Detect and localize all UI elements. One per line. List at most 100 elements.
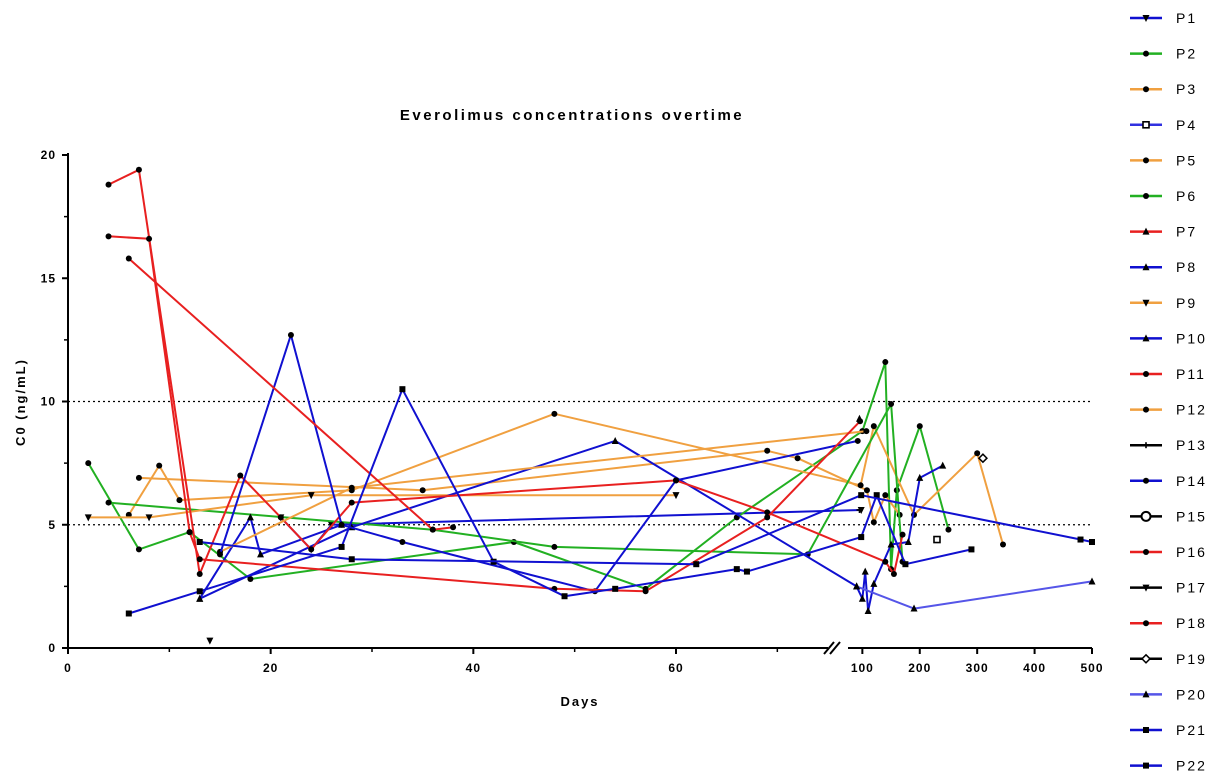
data-point [106,233,112,239]
data-point [1078,537,1084,543]
series-p16 [106,233,864,594]
series-line [88,495,676,517]
legend-item: P18 [1130,615,1207,631]
legend-label: P12 [1176,402,1207,418]
legend-label: P5 [1176,152,1197,168]
data-point [450,524,456,530]
data-point [870,580,877,587]
legend-marker [1143,86,1149,92]
data-point [974,450,980,456]
data-point [1000,541,1006,547]
series-p20 [853,577,1095,611]
data-point [858,492,864,498]
data-point [85,460,91,466]
legend-item: P8 [1130,259,1197,275]
data-point [1089,539,1095,545]
legend-label: P14 [1176,473,1207,489]
data-point [399,386,405,392]
series-line [857,581,1092,608]
data-point [859,595,866,602]
x-tick-label: 0 [64,661,72,675]
data-point [744,569,750,575]
chart-title: Everolimus concentrations overtime [400,107,744,124]
legend-label: P22 [1176,758,1207,774]
legend-item: P4 [1130,117,1197,133]
data-point [126,610,132,616]
data-point [862,568,869,575]
data-point [693,561,699,567]
data-point [349,500,355,506]
x-tick-label: 40 [466,661,481,675]
legend-label: P10 [1176,330,1207,346]
data-point [551,411,557,417]
series-p11 [106,167,906,577]
data-point [882,492,888,498]
data-point [156,463,162,469]
legend-marker [1143,620,1149,626]
data-point [197,556,203,562]
legend-marker [1143,407,1149,413]
legend-item: P14 [1130,473,1207,489]
legend-label: P19 [1176,651,1207,667]
legend-label: P1 [1176,10,1197,26]
legend-item: P11 [1130,366,1206,382]
legend-marker [1143,727,1149,733]
legend-marker [1143,193,1149,199]
data-point [339,544,345,550]
data-point [308,546,314,552]
data-point [902,561,908,567]
data-point [136,546,142,552]
series-p4 [934,537,940,543]
y-tick-label: 20 [41,148,56,162]
data-point [136,475,142,481]
x-tick-label: 300 [966,661,989,675]
data-point [945,527,951,533]
legend-item: P15 [1130,508,1207,524]
legend-label: P21 [1176,722,1207,738]
data-point [339,522,345,528]
data-point [197,539,203,545]
x-tick-label: 20 [263,661,278,675]
data-point [562,593,568,599]
legend-item: P2 [1130,46,1197,62]
legend: P1P2P3P4P5P6P7P8P9P10P11P12P13P14P15P16P… [1130,10,1207,774]
series-line [109,236,861,591]
series-layer [85,167,1096,645]
data-point [420,487,426,493]
data-point [858,482,864,488]
legend-item: P1 [1130,10,1197,26]
legend-item: P17 [1130,580,1207,596]
data-point [900,532,906,538]
legend-label: P15 [1176,508,1207,524]
data-point [888,401,894,407]
legend-label: P8 [1176,259,1197,275]
data-point [349,485,355,491]
legend-label: P18 [1176,615,1207,631]
data-point [288,332,294,338]
legend-marker [1143,478,1149,484]
x-tick-label: 500 [1080,661,1103,675]
y-axis-label: C0 (ng/mL) [13,358,28,446]
legend-item: P6 [1130,188,1197,204]
legend-marker [1143,442,1149,448]
data-point [643,588,649,594]
series-line [200,517,342,598]
data-point [106,500,112,506]
data-point [187,529,193,535]
data-point [106,182,112,188]
legend-item: P22 [1130,758,1207,774]
x-tick-label: 400 [1023,661,1046,675]
x-tick-label: 100 [851,661,874,675]
legend-marker [1143,763,1149,769]
data-point [871,519,877,525]
legend-item: P13 [1130,437,1207,453]
data-point [399,539,405,545]
legend-item: P16 [1130,544,1207,560]
legend-item: P7 [1130,224,1197,240]
legend-label: P2 [1176,46,1197,62]
legend-label: P20 [1176,686,1207,702]
data-point [551,544,557,550]
series-line [200,495,1092,564]
data-point [734,566,740,572]
